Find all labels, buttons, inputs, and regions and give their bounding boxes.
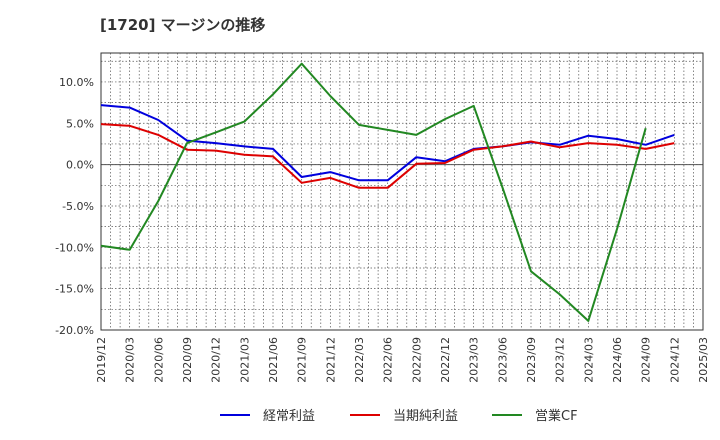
x-tick-label: 2019/12 bbox=[95, 337, 108, 383]
legend-label-1: 経常利益 bbox=[263, 409, 315, 424]
y-axis-ticks: 10.0% 5.0% 0.0% -5.0% -10.0% -15.0% -20.0% bbox=[55, 76, 94, 337]
x-tick-label: 2024/12 bbox=[668, 337, 681, 383]
plot-frame bbox=[100, 52, 704, 331]
y-tick-label: -10.0% bbox=[55, 241, 94, 254]
x-tick-label: 2022/12 bbox=[439, 337, 452, 383]
x-tick-label: 2021/09 bbox=[296, 337, 309, 383]
x-tick-label: 2022/06 bbox=[382, 337, 395, 383]
x-tick-label: 2022/03 bbox=[353, 337, 366, 383]
series-line-3 bbox=[100, 62, 647, 322]
x-tick-label: 2020/09 bbox=[181, 337, 194, 383]
legend: 経常利益 当期純利益 営業CF bbox=[220, 408, 578, 424]
series-line-1 bbox=[100, 104, 675, 182]
legend-label-3: 営業CF bbox=[535, 408, 578, 424]
y-tick-label: -5.0% bbox=[62, 200, 94, 213]
x-tick-label: 2025/03 bbox=[697, 337, 710, 383]
x-tick-label: 2020/03 bbox=[124, 337, 137, 383]
legend-label-2: 当期純利益 bbox=[393, 409, 458, 424]
chart-title: [1720] マージンの推移 bbox=[100, 16, 266, 34]
x-tick-label: 2021/03 bbox=[238, 337, 251, 383]
x-tick-label: 2021/12 bbox=[324, 337, 337, 383]
y-tick-label: 0.0% bbox=[66, 159, 94, 172]
y-tick-label: -20.0% bbox=[55, 324, 94, 337]
x-tick-label: 2024/09 bbox=[640, 337, 653, 383]
series-line-2 bbox=[100, 123, 675, 189]
x-axis-ticks: 2019/12 2020/03 2020/06 2020/09 2020/12 2021/… bbox=[95, 337, 710, 383]
x-tick-label: 2023/09 bbox=[525, 337, 538, 383]
y-tick-label: -15.0% bbox=[55, 283, 94, 296]
x-tick-label: 2020/12 bbox=[210, 337, 223, 383]
x-tick-label: 2020/06 bbox=[152, 337, 165, 383]
y-tick-label: 10.0% bbox=[59, 76, 94, 89]
x-tick-label: 2024/03 bbox=[582, 337, 595, 383]
x-tick-label: 2022/09 bbox=[410, 337, 423, 383]
x-tick-label: 2023/12 bbox=[554, 337, 567, 383]
x-tick-label: 2023/06 bbox=[496, 337, 509, 383]
x-tick-label: 2024/06 bbox=[611, 337, 624, 383]
x-tick-label: 2021/06 bbox=[267, 337, 280, 383]
y-tick-label: 5.0% bbox=[66, 117, 94, 130]
series-lines bbox=[100, 62, 675, 322]
grid-lines bbox=[101, 53, 703, 330]
x-tick-label: 2023/03 bbox=[468, 337, 481, 383]
